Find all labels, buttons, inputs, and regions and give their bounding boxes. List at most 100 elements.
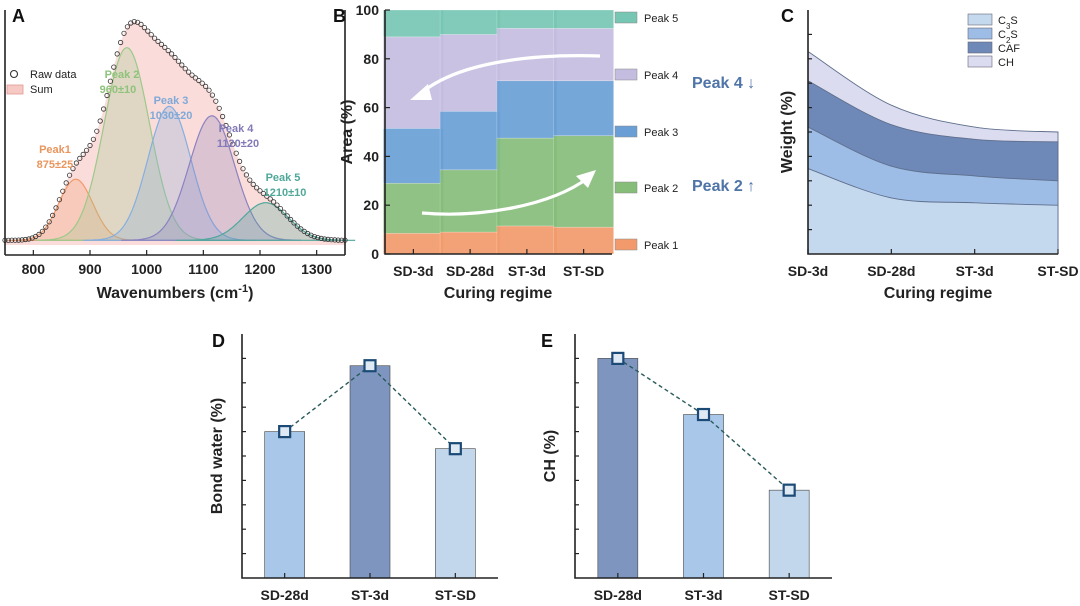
raw-data-point (87, 142, 93, 149)
raw-data-point (49, 212, 56, 218)
raw-data-point (148, 32, 154, 38)
panel-a-x-tick-label: 1000 (131, 261, 162, 277)
panel-b-stacked-bar-chart: B 0 20 40 60 80 100 SD-3d SD-28d ST-3d ST-SD Area… (333, 2, 755, 302)
bar-segment-peak-5 (496, 9, 558, 29)
legend-label-caf: CAF (998, 43, 1020, 55)
peak5-label: Peak 5 (266, 172, 301, 184)
raw-data-point (141, 24, 147, 31)
raw-data-point (128, 20, 134, 26)
panel-b-x-axis-label: Curing regime (444, 285, 553, 302)
raw-data-point (199, 80, 205, 86)
peak-4-curve (121, 115, 302, 241)
panel-a-x-tick-label: 1100 (188, 261, 219, 277)
raw-data-point (169, 51, 175, 57)
legend-label-peak-5: Peak 5 (644, 13, 678, 25)
raw-data-point (298, 226, 304, 232)
panel-b-x-tick-label: SD-28d (446, 263, 494, 279)
panel-b-x-tick-label: SD-3d (393, 263, 433, 279)
peak4-arrowhead (410, 84, 432, 100)
raw-data-point (15, 237, 22, 243)
panel-e-y-axis-label: CH (%) (542, 430, 559, 482)
legend-swatch-peak-4 (614, 68, 638, 81)
panel-c-letter: C (781, 6, 794, 26)
legend-swatch-peak-3 (614, 125, 638, 138)
peak4-decrease-annotation: Peak 4 ↓ (692, 75, 755, 92)
bar-segment-peak-5 (383, 9, 444, 38)
sum-legend-swatch (6, 84, 24, 95)
legend-label-c3s: C3S (998, 15, 1018, 31)
raw-data-point (284, 213, 290, 219)
panel-b-y-tick-label: 60 (363, 100, 379, 116)
raw-data-legend-marker (9, 69, 19, 79)
bar-st-3d (349, 365, 391, 579)
raw-data-point (70, 166, 76, 172)
bar-segment-peak-4 (383, 36, 444, 129)
bar-sd-28d (264, 431, 305, 579)
legend-swatch-caf (967, 41, 993, 54)
raw-data-point (209, 92, 215, 98)
marker-st-3d (363, 359, 377, 373)
raw-data-point (318, 235, 324, 241)
panel-e-axes (574, 334, 832, 579)
raw-data-point (243, 172, 249, 178)
legend-label-ch: CH (998, 57, 1014, 69)
marker-st-sd (448, 442, 462, 456)
legend-swatch-c2s (967, 27, 993, 40)
panel-b-y-tick-label: 40 (363, 148, 379, 164)
panel-a-x-tick-label: 1300 (301, 261, 332, 277)
raw-data-point (9, 237, 15, 243)
raw-data-point (172, 54, 178, 61)
x-tick-label: ST-3d (351, 587, 389, 603)
raw-data-point (328, 237, 334, 243)
bar-segment-peak-5 (439, 9, 501, 35)
raw-data-point (56, 197, 63, 203)
raw-data-point (291, 220, 297, 226)
raw-data-point (250, 181, 256, 187)
legend-swatch-peak-2 (614, 181, 638, 194)
panel-c-x-tick-label: SD-28d (867, 263, 915, 279)
panel-a-x-axis-label: Wavenumbers (cm-1) (97, 283, 254, 302)
panel-d-letter: D (212, 331, 225, 351)
raw-data-point (67, 172, 73, 178)
panel-b-letter: B (333, 6, 346, 26)
marker-sd-28d (611, 351, 625, 365)
panel-b-x-tick-label: ST-SD (563, 263, 604, 279)
legend-label-peak-2: Peak 2 (644, 183, 678, 195)
raw-data-point (192, 75, 198, 81)
raw-data-point (321, 236, 328, 242)
panel-c-x-axis-label: Curing regime (884, 285, 993, 302)
legend-swatch-ch (967, 55, 993, 68)
raw-data-point (80, 151, 86, 157)
bar-segment-peak-4 (496, 27, 558, 82)
panel-b-y-tick-label: 100 (356, 2, 380, 18)
raw-data-point (332, 237, 338, 243)
raw-data-point (247, 177, 253, 183)
raw-data-point (111, 64, 117, 70)
raw-data-point (131, 18, 137, 25)
panel-e-bar-chart: E SD-28d ST-3d ST-SD CH (%) (541, 331, 832, 603)
raw-data-point (196, 77, 202, 84)
panel-a-x-tick-label: 800 (22, 261, 46, 277)
bar-segment-peak-5 (553, 9, 614, 29)
bar-segment-peak-3 (439, 110, 501, 171)
legend-raw-data: Raw data (30, 69, 77, 81)
x-tick-label: SD-28d (594, 587, 642, 603)
panel-a-spectrum-chart: A 800 900 1000 1100 1200 1300 Wavenumbers (cm… (2, 6, 356, 302)
raw-data-point (165, 47, 171, 54)
peak2-increase-annotation: Peak 2 ↑ (692, 178, 755, 195)
panel-d-y-axis-label: Bond water (%) (209, 398, 226, 514)
legend-label-c2s: C2S (998, 29, 1018, 45)
peak1-range: 875±25 (37, 159, 74, 171)
raw-data-point (182, 66, 188, 72)
raw-data-point (158, 41, 164, 48)
raw-data-point (46, 219, 52, 225)
legend-swatch-peak-5 (614, 11, 638, 24)
raw-data-point (121, 30, 127, 36)
panel-b-y-tick-label: 20 (363, 197, 379, 213)
bar-sd-28d (597, 358, 639, 579)
x-tick-label: ST-3d (684, 587, 722, 603)
raw-data-point (94, 128, 100, 134)
marker-st-3d (696, 407, 711, 422)
raw-data-point (230, 141, 236, 147)
x-tick-label: SD-28d (261, 587, 309, 603)
